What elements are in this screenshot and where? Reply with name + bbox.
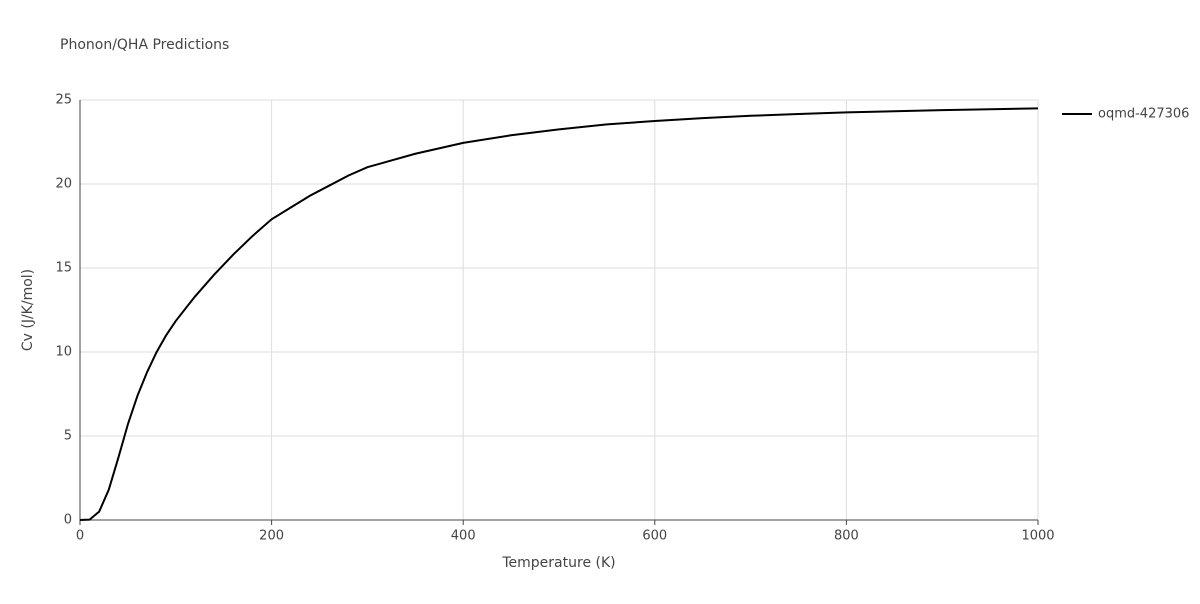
x-tick-label: 600 <box>642 529 667 544</box>
x-tick-label: 800 <box>834 529 859 544</box>
x-axis-label: Temperature (K) <box>501 555 615 571</box>
x-tick-label: 400 <box>451 529 476 544</box>
y-tick-label: 5 <box>64 429 72 444</box>
x-tick-label: 1000 <box>1021 529 1054 544</box>
line-series <box>79 107 1039 521</box>
y-tick-label: 0 <box>64 513 72 528</box>
legend-label: oqmd-427306 <box>1098 107 1189 122</box>
y-tick-label: 10 <box>55 345 72 360</box>
x-tick-label: 0 <box>76 529 84 544</box>
chart-title: Phonon/QHA Predictions <box>60 37 229 53</box>
y-axis-label: Cv (J/K/mol) <box>20 269 36 351</box>
y-tick-label: 25 <box>55 93 72 108</box>
y-tick-label: 20 <box>55 177 72 192</box>
x-tick-label: 200 <box>259 529 284 544</box>
y-tick-label: 15 <box>55 261 72 276</box>
